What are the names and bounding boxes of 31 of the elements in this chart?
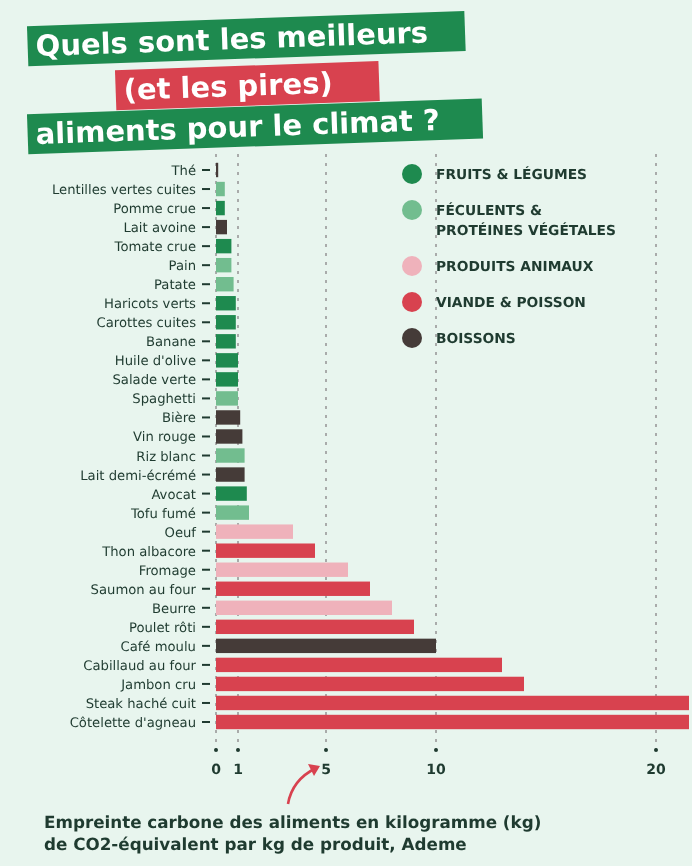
bar [216,315,236,330]
bar [216,200,225,216]
bar [216,695,689,711]
bar [216,353,238,368]
bar [216,505,249,520]
chart-title: Quels sont les meilleurs (et les pires) aliments pour le climat ? [35,18,441,152]
bar [216,714,689,730]
bar [216,619,414,635]
bar [216,277,234,292]
bar [216,429,243,444]
bar [216,524,293,539]
bar [216,600,392,615]
bar [216,181,225,197]
bar [216,581,370,596]
bar [216,676,524,692]
bar [216,372,238,387]
bar [216,391,238,406]
bar [216,334,236,349]
bar [216,410,241,425]
bar [216,562,348,577]
bar [216,448,245,463]
bar [216,657,502,673]
bar [216,238,232,254]
x-axis-title: Empreinte carbone des aliments en kilogramme (kg) de CO2-équivalent par kg de produit, Ademe [44,812,542,854]
bar [216,486,247,501]
bar [216,296,236,311]
bar [216,467,245,482]
bar [216,638,436,654]
bar [216,543,315,558]
bar [216,257,232,273]
bar [216,219,227,235]
